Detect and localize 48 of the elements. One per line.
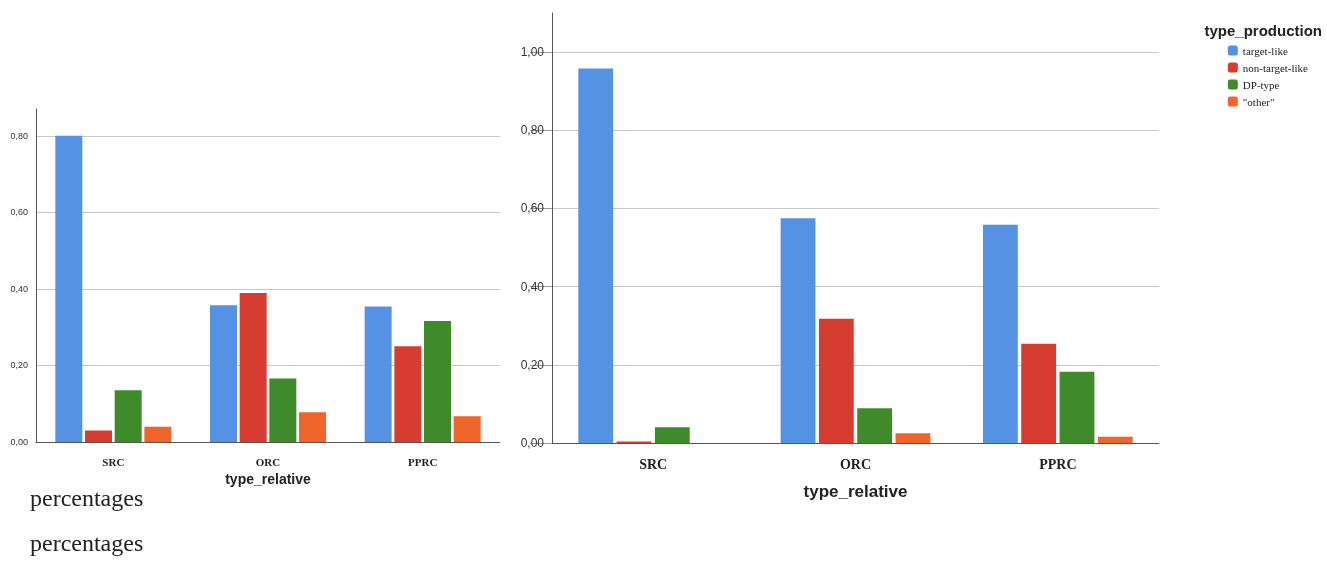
y-tick-label: 0,60 [10,207,28,218]
bar [144,426,172,442]
bar [1097,436,1133,443]
bar [1021,343,1057,443]
bar [857,408,893,443]
bar [424,321,451,442]
y-tick-label: 0,20 [520,357,545,372]
bar [818,318,854,443]
y-tick-label: 0,60 [520,201,545,216]
bar [239,293,267,442]
y-tick-label: 0,00 [10,437,28,447]
bar [55,135,83,442]
x-tick-label: ORC [839,456,872,472]
legend-label: target-like [1242,44,1288,57]
bar [982,224,1018,443]
y-tick-label: 0,20 [10,360,28,371]
y-tick-label: 0,40 [10,283,28,294]
bar [299,412,326,442]
x-tick-label: PPRC [408,455,438,468]
bar [578,68,614,443]
bar [654,427,690,443]
bar [364,306,392,442]
legend-title: type_production [1204,22,1323,39]
legend-label: non-target-like [1242,61,1309,74]
legend-label: DP-type [1242,78,1280,91]
x-tick-label: SRC [639,456,668,472]
bar [85,430,112,442]
legend-label: "other" [1242,95,1275,108]
text: percentages [30,485,144,512]
bar [895,433,931,443]
x-tick-label: ORC [255,455,281,468]
y-tick-label: 0,00 [520,436,545,450]
y-tick-label: 0,40 [520,279,545,294]
bar [453,416,481,442]
x-tick-label: SRC [102,455,125,468]
text: percentages [30,530,144,557]
x-axis-title: type_relative [225,471,312,487]
y-tick-label: 0,80 [520,123,545,138]
bar [780,218,816,443]
x-axis-title: type_relative [803,482,908,501]
bar [1059,371,1095,443]
bar [210,305,237,442]
bar [394,346,422,442]
bar [269,378,297,442]
y-tick-label: 1,00 [520,45,545,60]
x-tick-label: PPRC [1039,456,1077,472]
bar [114,390,142,442]
y-tick-label: 0,80 [10,130,28,141]
